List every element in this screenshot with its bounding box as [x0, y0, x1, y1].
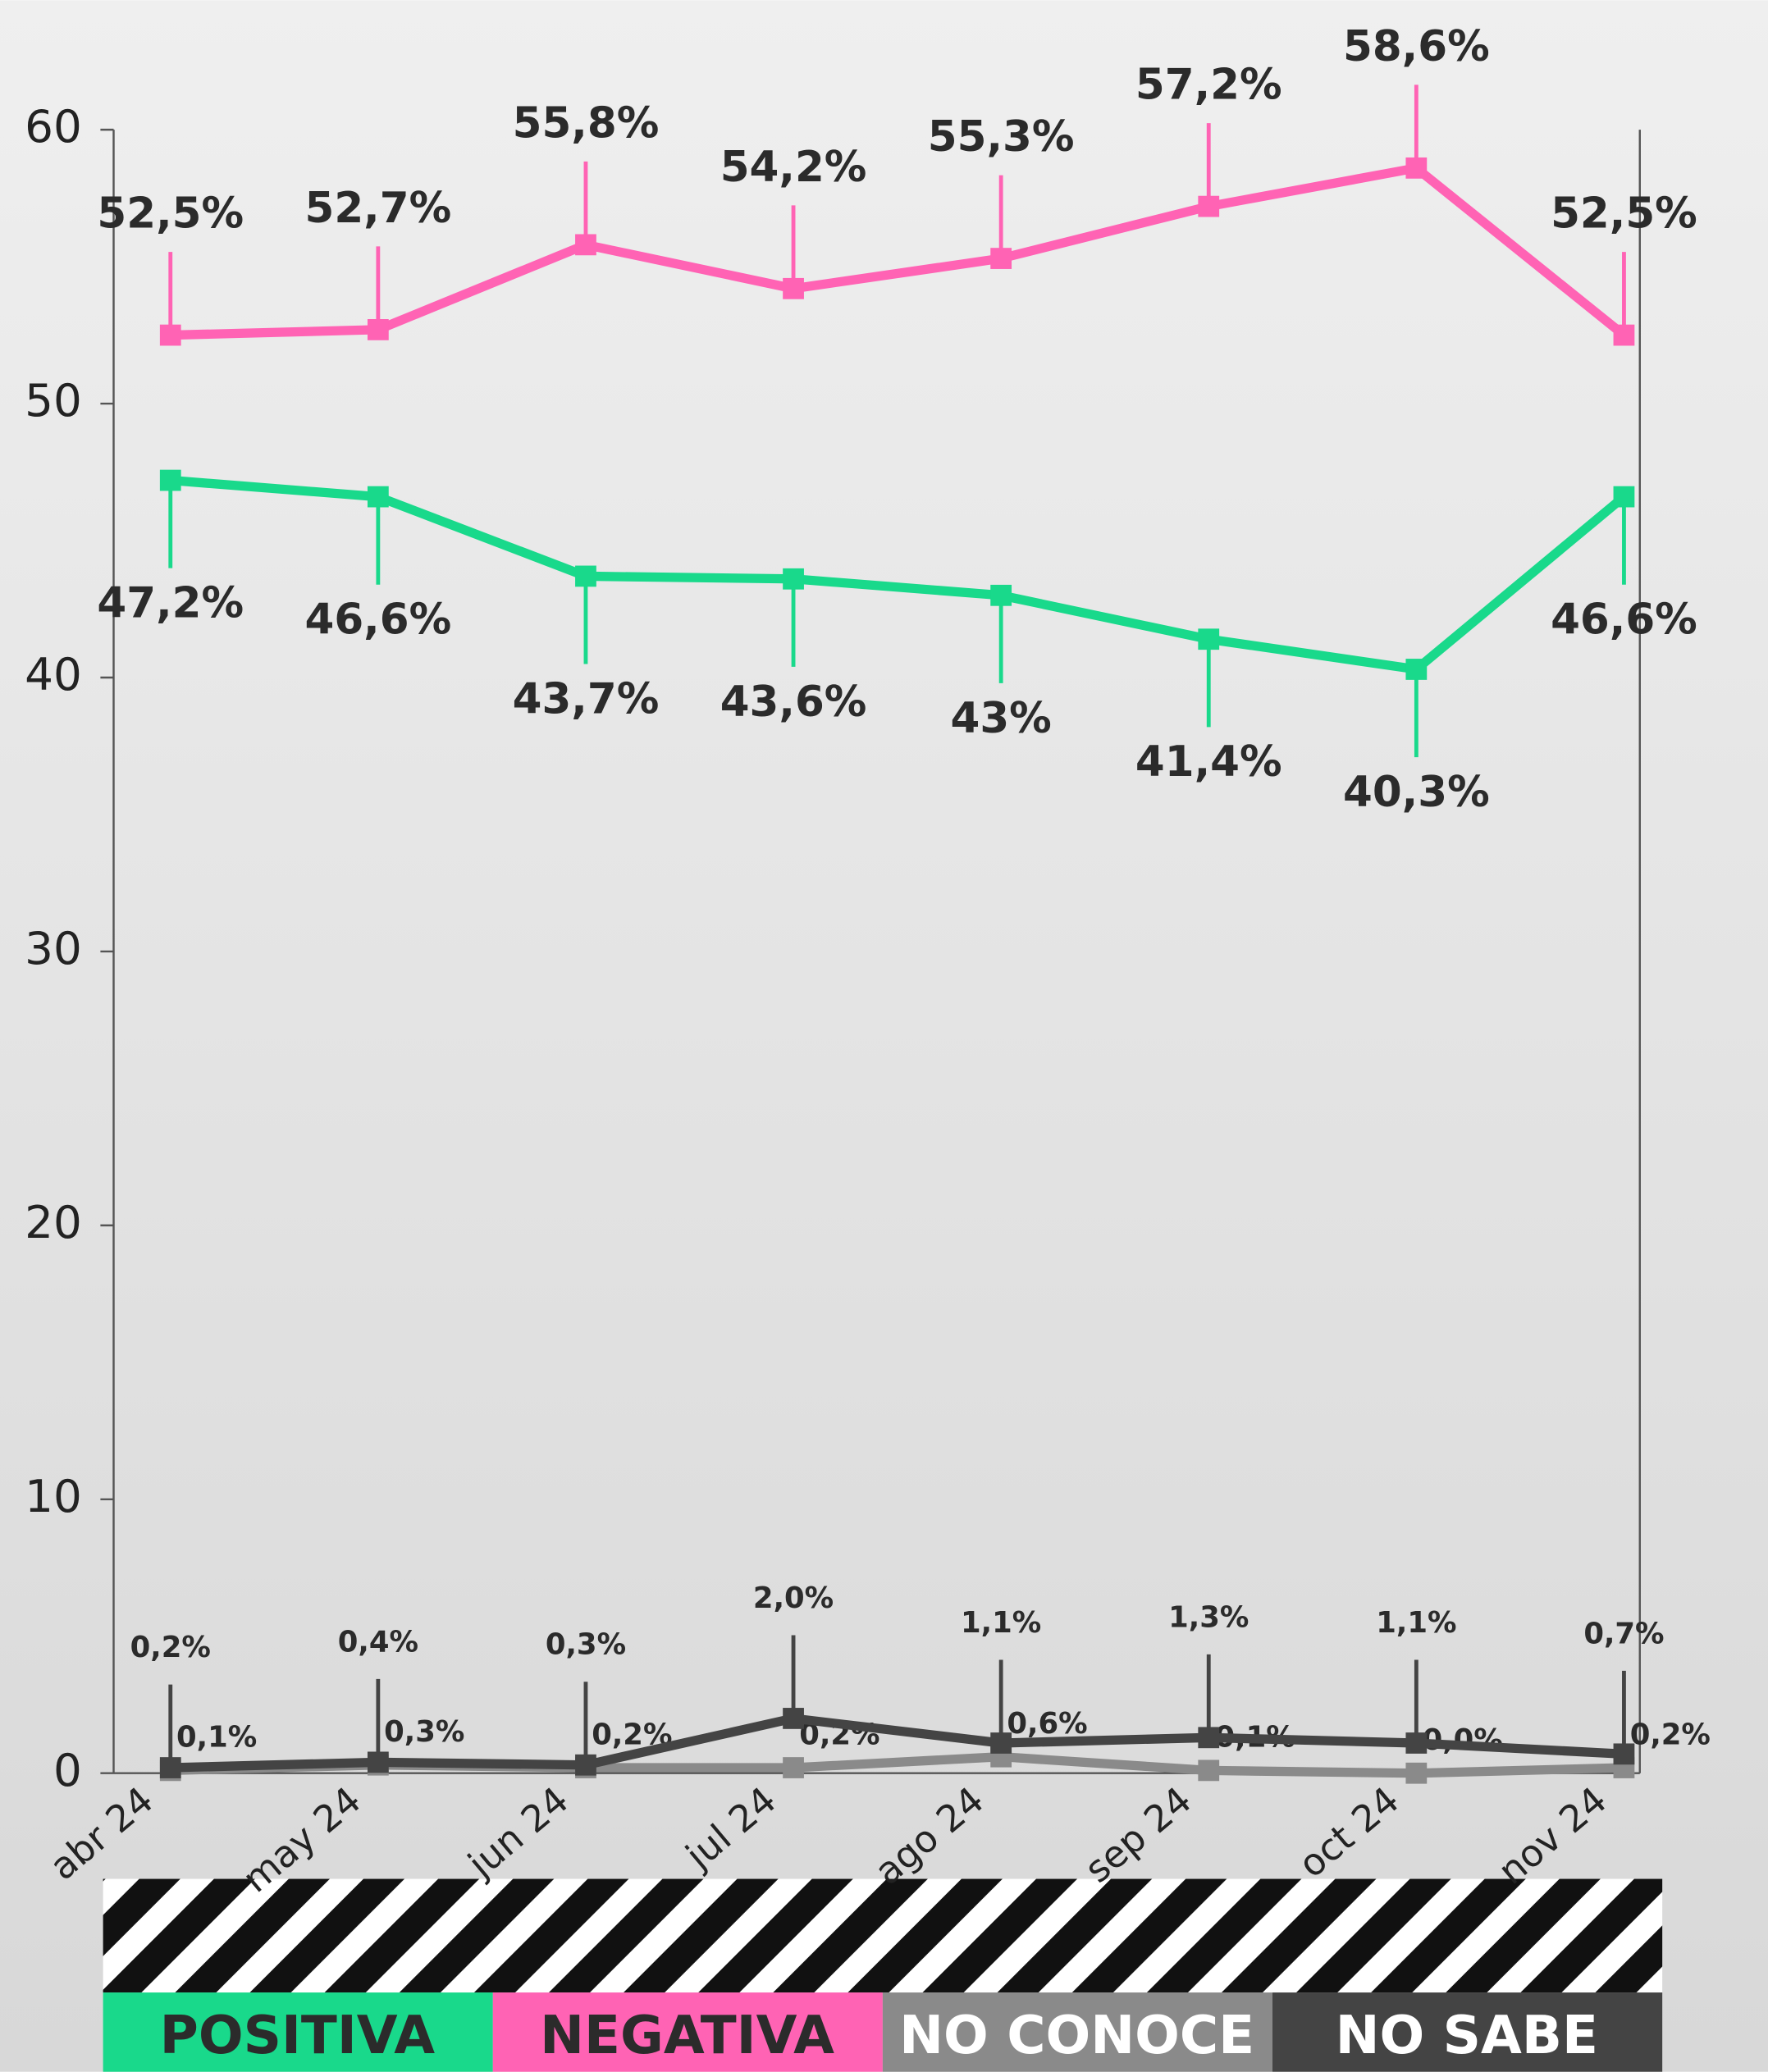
value-label: 0,2% — [130, 1631, 211, 1664]
value-label: 57,2% — [1135, 61, 1282, 110]
marker — [990, 1732, 1012, 1754]
legend-label: POSITIVA — [160, 2005, 436, 2066]
value-label: 43% — [950, 694, 1051, 743]
marker — [1198, 1759, 1220, 1782]
series-line — [170, 475, 1628, 674]
y-tick-label: 0 — [53, 1744, 82, 1796]
marker — [1613, 324, 1635, 346]
value-label: 0,4% — [338, 1625, 418, 1659]
marker — [1405, 659, 1428, 680]
value-label: 47,2% — [97, 579, 244, 628]
value-label: 1,1% — [961, 1606, 1041, 1640]
value-label: 52,5% — [97, 189, 244, 239]
stripe-band — [103, 1878, 1663, 1993]
series-line — [170, 1714, 1624, 1773]
value-label: 52,5% — [1551, 189, 1697, 239]
legend-swatch — [882, 1992, 1273, 2072]
legend-swatch — [103, 1992, 493, 2072]
marker — [1198, 195, 1220, 217]
marker — [1405, 1732, 1428, 1754]
marker — [783, 568, 804, 590]
marker — [990, 248, 1012, 269]
value-label: 40,3% — [1343, 768, 1490, 817]
marker — [1198, 1727, 1220, 1749]
value-label: 1,3% — [1168, 1600, 1249, 1634]
marker — [367, 1751, 389, 1773]
value-label: 0,7% — [1583, 1617, 1664, 1650]
marker — [575, 234, 596, 256]
marker — [1198, 628, 1220, 650]
marker — [159, 469, 181, 491]
y-tick-label: 50 — [25, 374, 82, 427]
value-label: 52,7% — [304, 184, 451, 233]
series-line — [170, 163, 1627, 340]
legend-label: NO SABE — [1336, 2005, 1598, 2066]
legend-swatch — [1272, 1992, 1663, 2072]
marker — [990, 584, 1012, 606]
marker — [575, 1754, 596, 1776]
marker — [1405, 157, 1428, 179]
marker — [783, 1757, 804, 1778]
y-tick-label: 30 — [25, 922, 82, 974]
legend-swatch — [492, 1992, 883, 2072]
marker — [367, 319, 389, 340]
y-tick-label: 20 — [25, 1196, 82, 1248]
value-label: 2,0% — [753, 1581, 834, 1615]
value-label: 55,3% — [928, 112, 1075, 162]
legend-label: NEGATIVA — [540, 2005, 834, 2066]
value-label: 0,3% — [384, 1715, 464, 1749]
value-label: 41,4% — [1135, 737, 1282, 787]
marker — [159, 324, 181, 346]
value-label: 0,2% — [1630, 1718, 1711, 1751]
marker — [367, 486, 389, 508]
value-label: 0,6% — [1007, 1707, 1087, 1741]
value-label: 0,3% — [546, 1628, 626, 1662]
y-tick-label: 60 — [25, 100, 82, 153]
marker — [575, 565, 596, 587]
value-label: 43,6% — [720, 678, 867, 727]
marker — [159, 1757, 181, 1778]
marker — [1613, 1743, 1635, 1765]
value-label: 55,8% — [513, 98, 660, 148]
y-tick-label: 10 — [25, 1470, 82, 1522]
marker — [783, 277, 804, 299]
value-label: 46,6% — [304, 596, 451, 645]
value-label: 54,2% — [720, 143, 867, 192]
marker — [783, 1708, 804, 1729]
value-label: 46,6% — [1551, 596, 1697, 645]
value-label: 58,6% — [1343, 22, 1490, 71]
marker — [1405, 1762, 1428, 1784]
value-label: 1,1% — [1376, 1606, 1456, 1640]
marker — [1613, 486, 1635, 508]
legend-label: NO CONOCE — [899, 2005, 1254, 2066]
y-tick-label: 40 — [25, 648, 82, 701]
value-label: 0,1% — [176, 1721, 257, 1755]
value-label: 43,7% — [513, 674, 660, 723]
